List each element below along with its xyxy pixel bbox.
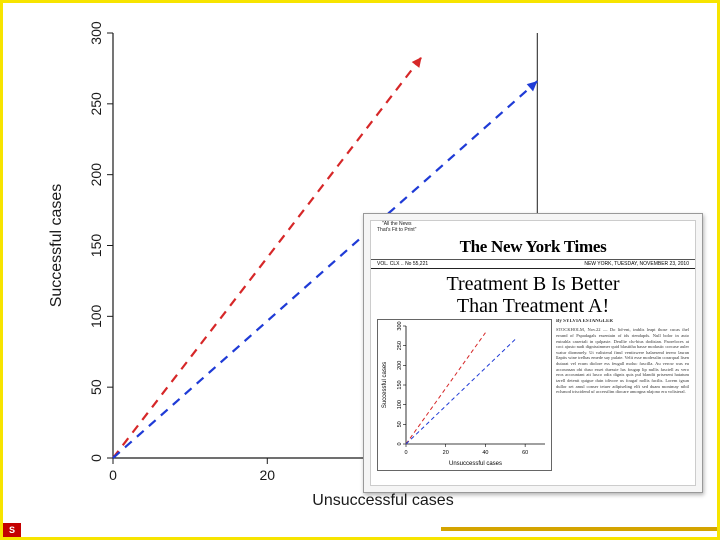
svg-text:40: 40 xyxy=(482,450,488,456)
svg-text:300: 300 xyxy=(88,21,104,45)
svg-text:50: 50 xyxy=(397,421,403,427)
svg-text:200: 200 xyxy=(88,163,104,187)
masthead: The New York Times xyxy=(371,233,695,260)
footer-accent xyxy=(441,527,717,539)
footer-bar: S xyxy=(3,523,717,537)
byline: By SYLVIA ESTANGLER xyxy=(556,319,689,325)
svg-text:Successful cases: Successful cases xyxy=(382,362,388,408)
svg-text:200: 200 xyxy=(397,361,403,370)
svg-text:250: 250 xyxy=(397,341,403,350)
svg-text:0: 0 xyxy=(397,442,403,445)
masthead-subline: VOL. CLX .. No 55,221 NEW YORK, TUESDAY,… xyxy=(371,260,695,269)
svg-text:0: 0 xyxy=(109,467,117,483)
news-date: NEW YORK, TUESDAY, NOVEMBER 23, 2010 xyxy=(584,261,689,267)
mini-chart-svg: 0 50 100 150 200 250 300 0 20 40 60 Unsuccessful ca… xyxy=(378,320,551,468)
slide-frame: 0501001502002503000204060Unsuccessful ca… xyxy=(0,0,720,540)
newspaper-overlay: "All the News That's Fit to Print" The N… xyxy=(363,213,703,493)
svg-text:250: 250 xyxy=(88,92,104,116)
svg-text:Successful cases: Successful cases xyxy=(48,184,65,308)
news-column: By SYLVIA ESTANGLER STOCKHOLM, Nov.22 — … xyxy=(556,319,689,471)
svg-text:100: 100 xyxy=(88,304,104,328)
footer-badge: S xyxy=(3,523,21,537)
news-headline: Treatment B Is Better Than Treatment A! xyxy=(371,269,695,319)
svg-text:0: 0 xyxy=(404,450,407,456)
svg-text:100: 100 xyxy=(397,400,403,409)
masthead-left: "All the News That's Fit to Print" xyxy=(377,221,416,233)
svg-text:150: 150 xyxy=(397,380,403,389)
masthead-title: The New York Times xyxy=(460,237,607,256)
svg-text:20: 20 xyxy=(443,450,449,456)
svg-text:20: 20 xyxy=(259,467,275,483)
svg-text:50: 50 xyxy=(88,379,104,395)
svg-text:60: 60 xyxy=(522,450,528,456)
mini-chart: 0 50 100 150 200 250 300 0 20 40 60 Unsuccessful ca… xyxy=(377,319,552,471)
svg-text:Unsuccessful cases: Unsuccessful cases xyxy=(312,492,453,509)
svg-text:0: 0 xyxy=(88,454,104,462)
svg-text:300: 300 xyxy=(397,321,403,330)
masthead-topline: "All the News That's Fit to Print" xyxy=(371,221,695,233)
svg-text:Unsuccessful cases: Unsuccessful cases xyxy=(449,461,502,467)
news-vol: VOL. CLX .. No 55,221 xyxy=(377,261,428,267)
news-filler: STOCKHOLM, Nov.22 — Do lid-ent, imblis l… xyxy=(556,327,689,395)
svg-text:150: 150 xyxy=(88,234,104,258)
